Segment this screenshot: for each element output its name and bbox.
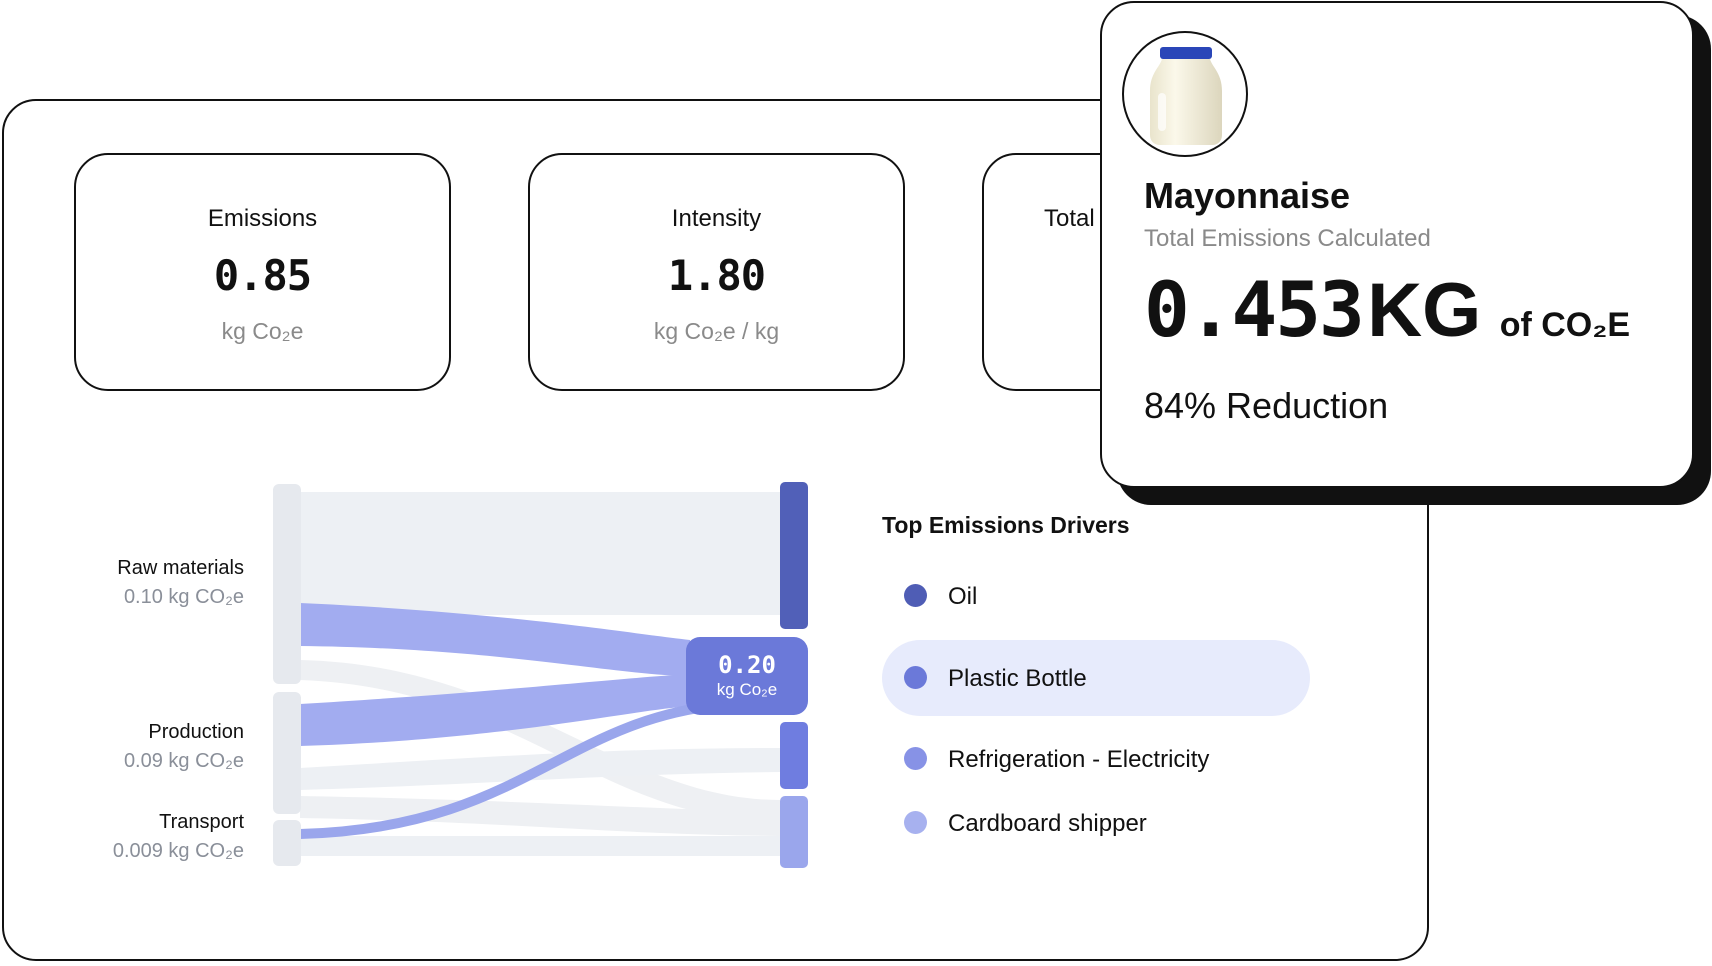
flow-raw-to-plastic (300, 603, 690, 676)
product-card[interactable]: Mayonnaise Total Emissions Calculated 0.… (1100, 1, 1694, 488)
flow-production-to-cardboard (300, 796, 780, 836)
product-subtitle: Total Emissions Calculated (1144, 225, 1431, 252)
flow-transport-to-plastic (299, 700, 721, 839)
metric-label: Intensity (671, 205, 762, 232)
source-amount: 0.10 kg CO₂e (123, 586, 244, 608)
metric-label: Emissions (207, 205, 318, 232)
target-node-oil[interactable] (780, 482, 808, 629)
target-node-refrigeration[interactable] (780, 722, 808, 789)
plastic-bottle-dot-icon (904, 666, 927, 689)
product-total-emissions: 0.453 KG of CO₂E (1144, 265, 1630, 354)
drivers-title: Top Emissions Drivers (882, 512, 1130, 538)
source-node-raw-materials[interactable] (273, 484, 301, 684)
driver-label: Refrigeration - Electricity (948, 746, 1210, 773)
product-unit-suffix: of CO₂E (1499, 306, 1631, 344)
source-node-transport[interactable] (273, 820, 301, 866)
flow-raw-to-oil (300, 492, 780, 615)
source-amount: 0.09 kg CO₂e (123, 750, 244, 772)
metric-label: Total (1044, 205, 1095, 232)
product-reduction: 84% Reduction (1144, 385, 1389, 426)
metric-value: 1.80 (667, 251, 766, 300)
intensity-metric-card[interactable]: Intensity 1.80 kg Co₂e / kg (528, 153, 905, 391)
emissions-metric-card[interactable]: Emissions 0.85 kg Co₂e (74, 153, 451, 391)
target-node-cardboard[interactable] (780, 796, 808, 868)
driver-item-refrigeration[interactable]: Refrigeration - Electricity (882, 720, 1310, 796)
plastic-bottle-node-tooltip[interactable]: 0.20 kg Co₂e (686, 637, 808, 715)
driver-item-plastic-bottle[interactable]: Plastic Bottle (882, 640, 1310, 716)
metric-unit: kg Co₂e (221, 318, 304, 344)
product-avatar (1122, 31, 1248, 157)
source-node-production[interactable] (273, 692, 301, 814)
oil-dot-icon (904, 584, 927, 607)
flow-raw-to-cardboard (300, 660, 780, 822)
mayonnaise-jar-icon (1150, 47, 1222, 145)
product-name: Mayonnaise (1144, 175, 1351, 216)
flow-transport-to-cardboard (300, 836, 780, 856)
driver-label: Oil (948, 583, 978, 610)
source-name: Raw materials (117, 557, 244, 579)
driver-item-cardboard[interactable]: Cardboard shipper (882, 784, 1310, 860)
refrigeration-dot-icon (904, 747, 927, 770)
source-label-transport: Transport 0.009 kg CO₂e (14, 811, 244, 863)
source-label-raw-materials: Raw materials 0.10 kg CO₂e (14, 557, 244, 609)
tooltip-unit: kg Co₂e (716, 680, 778, 699)
metric-value: 0.85 (213, 251, 312, 300)
metric-unit: kg Co₂e / kg (653, 318, 780, 344)
cardboard-dot-icon (904, 811, 927, 834)
source-name: Production (148, 721, 244, 743)
tooltip-value: 0.20 (718, 651, 776, 679)
source-label-production: Production 0.09 kg CO₂e (14, 721, 244, 773)
source-name: Transport (159, 811, 244, 833)
flow-production-to-plastic (300, 674, 690, 746)
source-amount: 0.009 kg CO₂e (112, 840, 244, 862)
driver-label: Cardboard shipper (948, 810, 1147, 837)
product-unit: KG (1367, 268, 1482, 353)
driver-label: Plastic Bottle (948, 665, 1087, 692)
driver-item-oil[interactable]: Oil (882, 558, 1310, 634)
product-value: 0.453 (1144, 265, 1365, 354)
